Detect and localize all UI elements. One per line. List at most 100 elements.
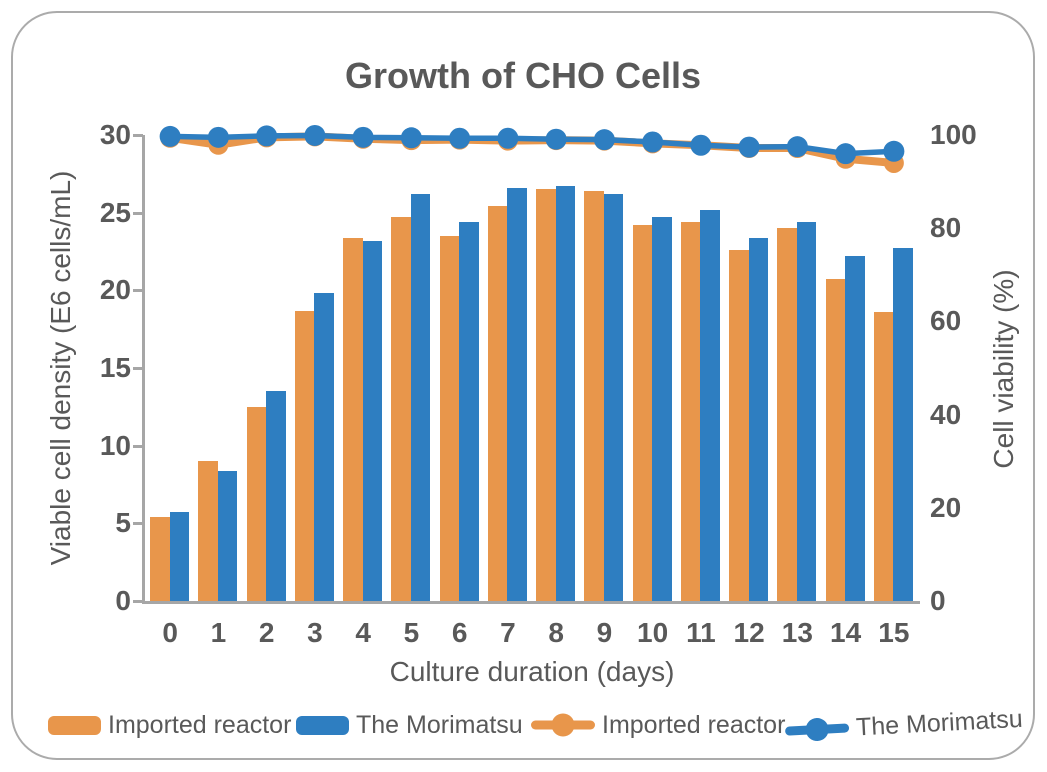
density-bar-imported-reactor-day-7 xyxy=(487,206,508,601)
legend-label: The Morimatsu xyxy=(855,704,1024,741)
viability-marker-imported-reactor-day-5 xyxy=(401,130,422,151)
density-bar-imported-reactor-day-6 xyxy=(439,235,460,601)
left-axis-tick-label: 10 xyxy=(99,429,131,461)
y-axis-tickmark xyxy=(133,367,143,370)
viability-marker-imported-reactor-day-4 xyxy=(353,128,374,149)
left-axis-tick-label: 15 xyxy=(99,352,131,383)
viability-marker-imported-reactor-day-9 xyxy=(594,130,615,151)
legend-label: The Morimatsu xyxy=(356,710,523,739)
x-axis-tick-label: 9 xyxy=(596,617,613,648)
density-bar-the-morimatsu-day-3 xyxy=(314,293,334,601)
density-bar-imported-reactor-day-5 xyxy=(391,217,411,601)
right-axis-tick-label: 0 xyxy=(930,585,946,616)
x-axis-title: Culture duration (days) xyxy=(389,656,675,687)
viability-marker-imported-reactor-day-0 xyxy=(160,127,181,148)
y-axis-tickmark xyxy=(133,211,143,215)
legend-label: Imported reactor xyxy=(108,710,292,739)
viability-marker-imported-reactor-day-15 xyxy=(883,152,904,173)
viability-marker-the-morimatsu-day-0 xyxy=(159,125,181,147)
y-axis-tickmark xyxy=(133,289,143,293)
left-axis-tick-label: 25 xyxy=(99,196,131,228)
density-bar-imported-reactor-day-12 xyxy=(729,249,749,601)
viability-marker-the-morimatsu-day-5 xyxy=(400,127,422,149)
density-bar-the-morimatsu-day-1 xyxy=(217,470,238,601)
right-axis-tick-label: 20 xyxy=(930,491,962,523)
viability-marker-the-morimatsu-day-7 xyxy=(497,127,519,149)
density-bar-imported-reactor-day-3 xyxy=(294,310,315,601)
viability-marker-the-morimatsu-day-2 xyxy=(256,125,278,147)
right-axis-tick-label: 40 xyxy=(930,398,962,430)
left-axis-tick-label: 0 xyxy=(115,585,131,616)
x-axis-tick-label: 10 xyxy=(637,617,669,648)
x-axis-tick-label: 1 xyxy=(210,617,227,648)
y-axis-tickmark xyxy=(133,444,143,448)
viability-marker-the-morimatsu-day-14 xyxy=(835,143,857,165)
legend-line-dot xyxy=(805,717,830,742)
density-bar-the-morimatsu-day-15 xyxy=(893,248,913,601)
viability-marker-the-morimatsu-day-15 xyxy=(883,140,905,162)
x-axis-tick-label: 13 xyxy=(781,617,813,648)
x-axis-tick-label: 11 xyxy=(686,617,716,648)
density-bar-the-morimatsu-day-11 xyxy=(700,209,720,601)
legend-label: Imported reactor xyxy=(602,710,786,739)
viability-marker-imported-reactor-day-10 xyxy=(642,133,663,154)
legend-line-marker-swatch xyxy=(531,712,595,738)
density-bar-imported-reactor-day-14 xyxy=(825,279,846,601)
viability-marker-imported-reactor-day-8 xyxy=(546,130,567,151)
x-axis-tick-label: 6 xyxy=(451,617,468,648)
density-bar-the-morimatsu-day-2 xyxy=(266,391,286,601)
x-axis-tick-label: 3 xyxy=(307,617,323,648)
legend-line-dot xyxy=(551,713,575,737)
viability-marker-imported-reactor-day-12 xyxy=(739,138,760,159)
density-bar-imported-reactor-day-10 xyxy=(632,225,653,601)
x-axis-tick-label: 5 xyxy=(403,617,420,648)
y-axis-line xyxy=(142,135,145,604)
chart-title: Growth of CHO Cells xyxy=(344,55,701,96)
viability-marker-imported-reactor-day-3 xyxy=(304,126,325,147)
density-bar-the-morimatsu-day-4 xyxy=(362,240,383,601)
chart-card: Growth of CHO Cells Viable cell density … xyxy=(11,11,1035,760)
density-bar-the-morimatsu-day-10 xyxy=(652,217,672,601)
legend-bar-swatch xyxy=(296,715,349,735)
viability-marker-the-morimatsu-day-12 xyxy=(738,136,760,158)
density-bar-the-morimatsu-day-8 xyxy=(555,186,576,601)
viability-marker-the-morimatsu-day-3 xyxy=(304,124,326,146)
density-bar-the-morimatsu-day-13 xyxy=(796,221,817,601)
legend-item-bar-imported-reactor: Imported reactor xyxy=(48,706,291,744)
right-axis-tick-label: 80 xyxy=(930,212,962,244)
right-axis-title: Cell viability (%) xyxy=(988,269,1019,469)
viability-marker-the-morimatsu-day-1 xyxy=(207,126,229,148)
density-bar-imported-reactor-day-9 xyxy=(584,190,604,601)
viability-marker-imported-reactor-day-13 xyxy=(787,138,808,159)
left-axis-tick-label: 30 xyxy=(99,119,131,150)
x-axis-tick-label: 15 xyxy=(878,617,910,648)
x-axis-tick-label: 0 xyxy=(162,617,178,648)
x-axis-tick-label: 4 xyxy=(355,617,371,648)
density-bar-the-morimatsu-day-9 xyxy=(603,194,624,601)
density-bar-imported-reactor-day-11 xyxy=(680,221,701,601)
density-bar-imported-reactor-day-8 xyxy=(536,189,556,601)
y-axis-tickmark xyxy=(133,134,143,137)
density-bar-the-morimatsu-day-5 xyxy=(410,194,431,601)
viability-marker-imported-reactor-day-7 xyxy=(497,130,518,151)
viability-marker-the-morimatsu-day-8 xyxy=(545,128,567,150)
density-bar-the-morimatsu-day-6 xyxy=(459,221,479,601)
viability-marker-imported-reactor-day-2 xyxy=(256,127,277,148)
left-axis-tick-label: 20 xyxy=(99,274,131,306)
legend-bar-swatch xyxy=(48,715,101,735)
density-bar-imported-reactor-day-2 xyxy=(246,406,267,601)
x-axis-tick-label: 7 xyxy=(500,617,516,648)
y-axis-tickmark xyxy=(133,600,143,603)
viability-marker-the-morimatsu-day-11 xyxy=(690,134,712,156)
x-axis-tick-label: 8 xyxy=(548,617,564,648)
density-bar-imported-reactor-day-13 xyxy=(777,228,797,601)
viability-marker-the-morimatsu-day-6 xyxy=(449,127,471,149)
right-axis-tick-label: 60 xyxy=(930,305,962,337)
y-axis-tickmark xyxy=(133,522,143,526)
viability-marker-imported-reactor-day-6 xyxy=(449,129,470,150)
viability-marker-imported-reactor-day-14 xyxy=(835,148,856,169)
density-bar-imported-reactor-day-15 xyxy=(873,312,894,601)
x-axis-tick-label: 12 xyxy=(733,617,765,648)
density-bar-imported-reactor-day-4 xyxy=(343,237,363,601)
